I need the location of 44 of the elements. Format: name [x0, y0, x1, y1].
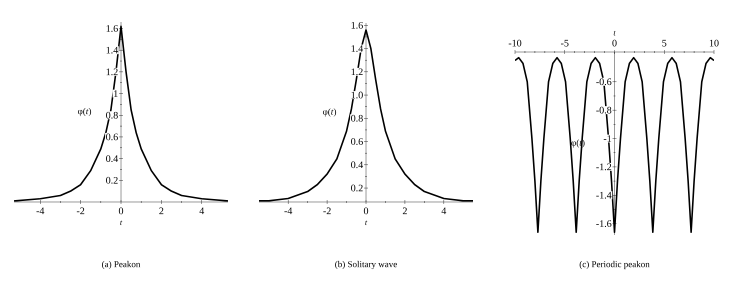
- y-tick-label: 1.2: [352, 68, 363, 76]
- x-tick-label: 0: [364, 208, 368, 214]
- y-tick-label: -1.6: [596, 220, 612, 228]
- y-tick-label: -1.2: [596, 164, 612, 170]
- x-tick-label: 10: [710, 40, 719, 46]
- y-tick-label: 0.2: [106, 176, 118, 184]
- x-tick-label: 2: [159, 208, 164, 214]
- y-tick-label: 1.4: [106, 46, 118, 54]
- x-tick-label: -2: [76, 208, 84, 214]
- y-tick-label: 0.2: [351, 184, 363, 192]
- y-tick-label: 0.4: [351, 161, 364, 168]
- text: (c) Periodic peakon: [580, 260, 650, 270]
- x-axis-title: t: [614, 30, 616, 36]
- y-tick-label: 1.0: [352, 92, 363, 98]
- y-tick-label: -0.8: [596, 106, 612, 114]
- y-tick-label: 0.8: [351, 114, 363, 122]
- y-tick-label: 1: [114, 90, 118, 97]
- x-tick-label: 4: [199, 208, 204, 214]
- x-tick-label: 2: [402, 208, 407, 214]
- y-tick-label: 0.8: [106, 112, 118, 119]
- y-tick-label: -1.4: [596, 192, 612, 199]
- y-axis-title: φ(t): [78, 108, 92, 116]
- x-tick-label: -2: [323, 208, 331, 214]
- y-axis-title: φ(t): [322, 108, 336, 117]
- x-axis-title: t: [120, 220, 122, 226]
- y-tick-label: -1: [604, 135, 612, 142]
- x-tick-label: 0: [118, 208, 124, 214]
- y-tick-label: 0.6: [106, 134, 118, 140]
- x-tick-label: -4: [284, 208, 292, 214]
- text: (a) Peakon: [102, 260, 140, 270]
- x-tick-label: 5: [662, 40, 666, 46]
- y-tick-label: 1.2: [106, 68, 118, 76]
- x-tick-label: -4: [36, 208, 44, 214]
- x-tick-label: 4: [442, 208, 446, 214]
- x-axis-title: t: [365, 220, 368, 226]
- x-tick-label: -10: [508, 40, 522, 46]
- y-tick-label: 1.6: [352, 22, 363, 29]
- y-tick-label: 0.6: [351, 138, 363, 145]
- y-tick-label: 1.6: [106, 25, 118, 32]
- x-tick-label: -5: [560, 40, 569, 46]
- y-tick-label: 1.4: [352, 45, 364, 52]
- text: (b) Solitary wave: [335, 260, 397, 270]
- x-tick-label: 0: [612, 40, 617, 46]
- y-tick-label: 0.4: [106, 155, 118, 162]
